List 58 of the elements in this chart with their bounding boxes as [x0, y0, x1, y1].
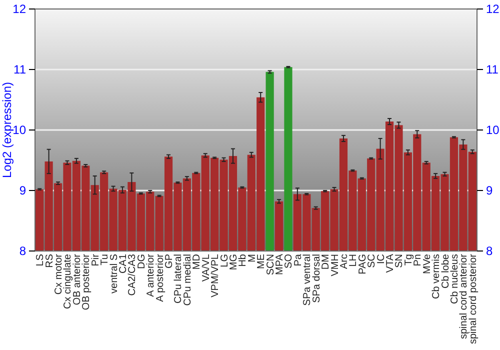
x-tick-label: M: [246, 254, 258, 262]
x-tick-label: Tg: [403, 254, 414, 266]
x-tick-label: MD: [192, 254, 203, 270]
x-tick-label: Tu: [100, 254, 111, 266]
x-tick-label: OB posterior: [81, 253, 92, 310]
x-tick-label: DG: [136, 254, 148, 269]
x-tick-label: CPu lateral: [173, 254, 184, 304]
x-tick-label: SC: [366, 254, 378, 268]
y-tick-label: 12: [12, 2, 26, 16]
x-tick-label: Cx cingulate: [62, 254, 74, 310]
x-tick-label: RS: [44, 254, 56, 268]
x-tick-label: CA2/CA3: [127, 254, 138, 296]
x-tick-label: Pa: [292, 254, 304, 266]
x-tick-label: VMH: [330, 254, 341, 276]
x-tick-label: Hb: [238, 254, 249, 267]
y-tick-label: 10: [12, 122, 26, 137]
x-tick-label: spinal cord posterior: [468, 253, 479, 344]
x-tick-label: SPa ventral: [302, 254, 314, 306]
x-tick-label: Pn: [412, 254, 424, 266]
x-tick-label: Pir: [90, 253, 102, 266]
y-tick-label: 8: [19, 244, 26, 258]
x-tick-label: A anterior: [146, 253, 157, 297]
x-tick-label: MVe: [422, 254, 433, 274]
x-tick-label: LG: [219, 254, 230, 268]
x-tick-label: VA/VL: [200, 254, 212, 282]
x-tick-label: Cb nucleus: [449, 254, 460, 304]
x-tick-label: CPu medial: [182, 254, 194, 306]
y2-tick-label: 8: [486, 244, 493, 258]
y2-tick-label: 9: [486, 183, 493, 198]
x-tick-label: LH: [348, 254, 360, 267]
y2-tick-label: 11: [486, 62, 499, 76]
x-tick-label: VTA: [385, 254, 396, 273]
x-tick-label: Cb vermis: [431, 254, 442, 300]
x-tick-label: ME: [256, 254, 268, 269]
x-tick-label: SO: [284, 254, 295, 268]
x-tick-label: MG: [228, 254, 240, 270]
x-tick-label: CA1: [118, 254, 129, 274]
x-tick-label: spinal cord anterior: [458, 253, 470, 340]
x-tick-label: VPM/VPL: [210, 254, 222, 298]
x-tick-label: MPA: [274, 254, 286, 275]
x-tick-label: LS: [35, 254, 46, 266]
x-tick-label: GP: [164, 254, 176, 268]
x-tick-label: SN: [394, 254, 406, 268]
x-tick-label: ventral S: [108, 254, 120, 294]
x-tick-label: SCN: [265, 254, 276, 276]
y2-tick-label: 12: [486, 2, 500, 16]
x-tick-label: Arc: [338, 254, 350, 269]
x-tick-label: OB anterior: [72, 253, 83, 306]
y-tick-label: 9: [19, 183, 26, 198]
x-tick-label: IC: [376, 254, 387, 264]
y-tick-label: 11: [14, 62, 26, 76]
x-tick-label: Cb lobe: [440, 254, 452, 288]
x-tick-label: SPa dorsal: [311, 254, 322, 303]
y-axis-title: Log2 (expression): [0, 82, 14, 178]
x-tick-label: A posterior: [154, 253, 166, 302]
y2-tick-label: 10: [486, 122, 500, 137]
x-tick-label: PAG: [357, 254, 368, 274]
x-tick-label: DM: [320, 254, 332, 270]
